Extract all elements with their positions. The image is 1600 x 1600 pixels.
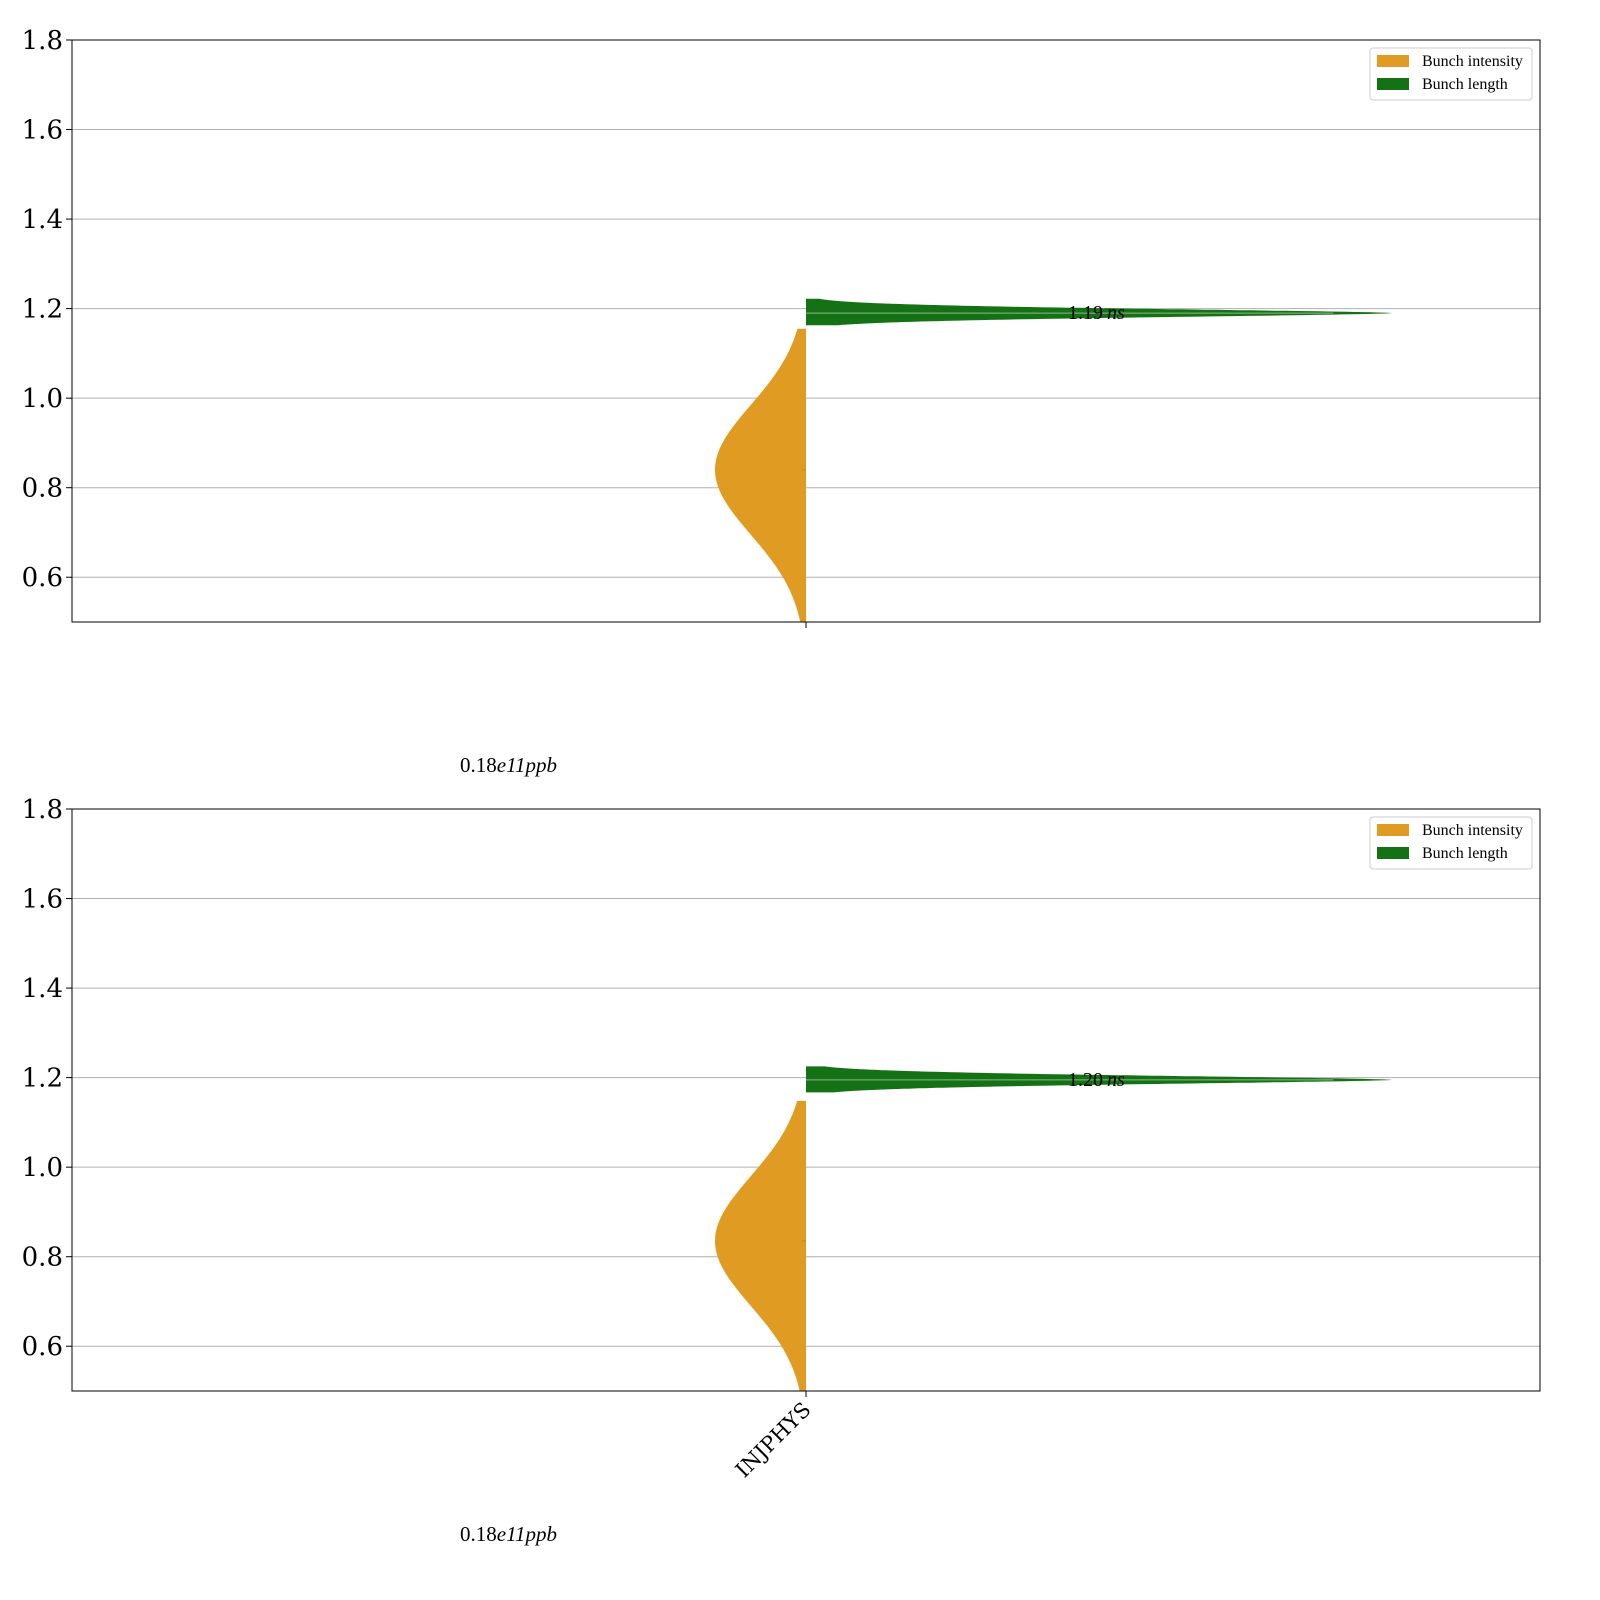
median-value: 1.19 [1068, 302, 1103, 324]
legend-box [1369, 816, 1533, 870]
legend-swatch [1377, 55, 1409, 67]
y-tick-label: 1.0 [22, 384, 63, 414]
chart-panel-1: 0.6 0.8 1.0 1.2 1.4 1.6 1.8 1.19 ns Bunch intensi… [22, 26, 1541, 777]
legend-swatch [1377, 847, 1409, 859]
bottom-value: 0.18 [460, 1522, 497, 1546]
bottom-exp: e11 [497, 753, 526, 777]
median-unit: ns [1107, 302, 1125, 324]
bottom-value: 0.18 [460, 753, 497, 777]
violin-bunch-intensity [715, 328, 806, 622]
legend-swatch [1377, 824, 1409, 836]
legend: Bunch intensity Bunch length [1369, 47, 1533, 101]
legend-entry: Bunch intensity [1422, 822, 1523, 839]
y-tick-label: 1.0 [22, 1153, 63, 1183]
legend-box [1369, 47, 1533, 101]
bottom-intensity-label: 0.18e11ppb [460, 1522, 557, 1546]
x-category-label: INJPHYS [731, 1398, 816, 1483]
bottom-exp: e11 [497, 1522, 526, 1546]
median-value-label: 1.19 ns [1068, 302, 1125, 324]
violin-bunch-length [806, 298, 1392, 326]
y-tick-label: 1.2 [22, 295, 63, 325]
y-tick-label: 0.8 [22, 1243, 63, 1273]
legend-entry: Bunch length [1422, 76, 1508, 93]
bottom-unit: ppb [524, 1522, 558, 1546]
legend: Bunch intensity Bunch length [1369, 816, 1533, 870]
y-tick-label: 1.8 [22, 795, 63, 825]
y-tick-label: 1.2 [22, 1064, 63, 1094]
violin-bunch-intensity [715, 1100, 806, 1391]
y-tick-label: 1.4 [22, 974, 63, 1004]
legend-entry: Bunch intensity [1422, 53, 1523, 70]
chart-panel-2: 0.6 0.8 1.0 1.2 1.4 1.6 1.8 1.20 ns INJPHYS Bunch … [22, 795, 1541, 1546]
y-tick-label: 0.6 [22, 1332, 63, 1362]
y-tick-label: 0.6 [22, 563, 63, 593]
legend-entry: Bunch length [1422, 845, 1508, 862]
y-tick-label: 1.8 [22, 26, 63, 56]
median-value: 1.20 [1068, 1069, 1103, 1091]
y-tick-label: 1.6 [22, 885, 63, 915]
legend-swatch [1377, 78, 1409, 90]
median-value-label: 1.20 ns [1068, 1069, 1125, 1091]
median-unit: ns [1107, 1069, 1125, 1091]
y-tick-label: 1.6 [22, 116, 63, 146]
y-tick-label: 0.8 [22, 474, 63, 504]
bottom-unit: ppb [524, 753, 558, 777]
y-tick-label: 1.4 [22, 205, 63, 235]
bottom-intensity-label: 0.18e11ppb [460, 753, 557, 777]
